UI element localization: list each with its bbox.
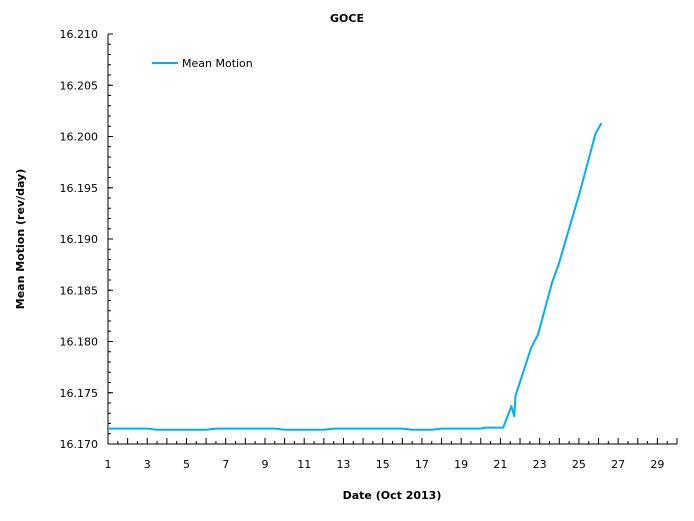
x-tick-label: 23 [533, 458, 547, 471]
x-tick-label: 21 [493, 458, 507, 471]
x-tick-label: 27 [611, 458, 625, 471]
y-axis-label: Mean Motion (rev/day) [14, 169, 27, 310]
y-tick-label: 16.195 [60, 182, 99, 195]
x-tick-label: 3 [144, 458, 151, 471]
y-tick-label: 16.190 [60, 233, 99, 246]
x-axis-label: Date (Oct 2013) [343, 489, 442, 502]
y-tick-label: 16.185 [60, 284, 99, 297]
x-tick-label: 25 [572, 458, 586, 471]
y-tick-label: 16.205 [60, 79, 99, 92]
legend: Mean Motion [152, 57, 253, 70]
x-tick-label: 5 [183, 458, 190, 471]
y-tick-label: 16.200 [60, 131, 99, 144]
x-tick-label: 19 [454, 458, 468, 471]
x-tick-label: 15 [376, 458, 390, 471]
y-tick-label: 16.175 [60, 387, 99, 400]
y-tick-label: 16.210 [60, 28, 99, 41]
y-tick-label: 16.170 [60, 438, 99, 451]
ticks: 16.170 16.175 16.180 16.185 16.190 16.195 16.2… [60, 28, 678, 471]
x-tick-label: 11 [297, 458, 311, 471]
x-tick-label: 17 [415, 458, 429, 471]
series-line-mean-motion [108, 122, 603, 431]
x-tick-label: 1 [105, 458, 112, 471]
x-tick-label: 9 [261, 458, 268, 471]
chart-title: GOCE [330, 12, 364, 25]
series [108, 122, 603, 431]
x-tick-label: 29 [650, 458, 664, 471]
x-tick-label: 7 [222, 458, 229, 471]
legend-label: Mean Motion [182, 57, 253, 70]
axes [107, 34, 677, 445]
x-tick-label: 13 [336, 458, 350, 471]
y-tick-label: 16.180 [60, 336, 99, 349]
